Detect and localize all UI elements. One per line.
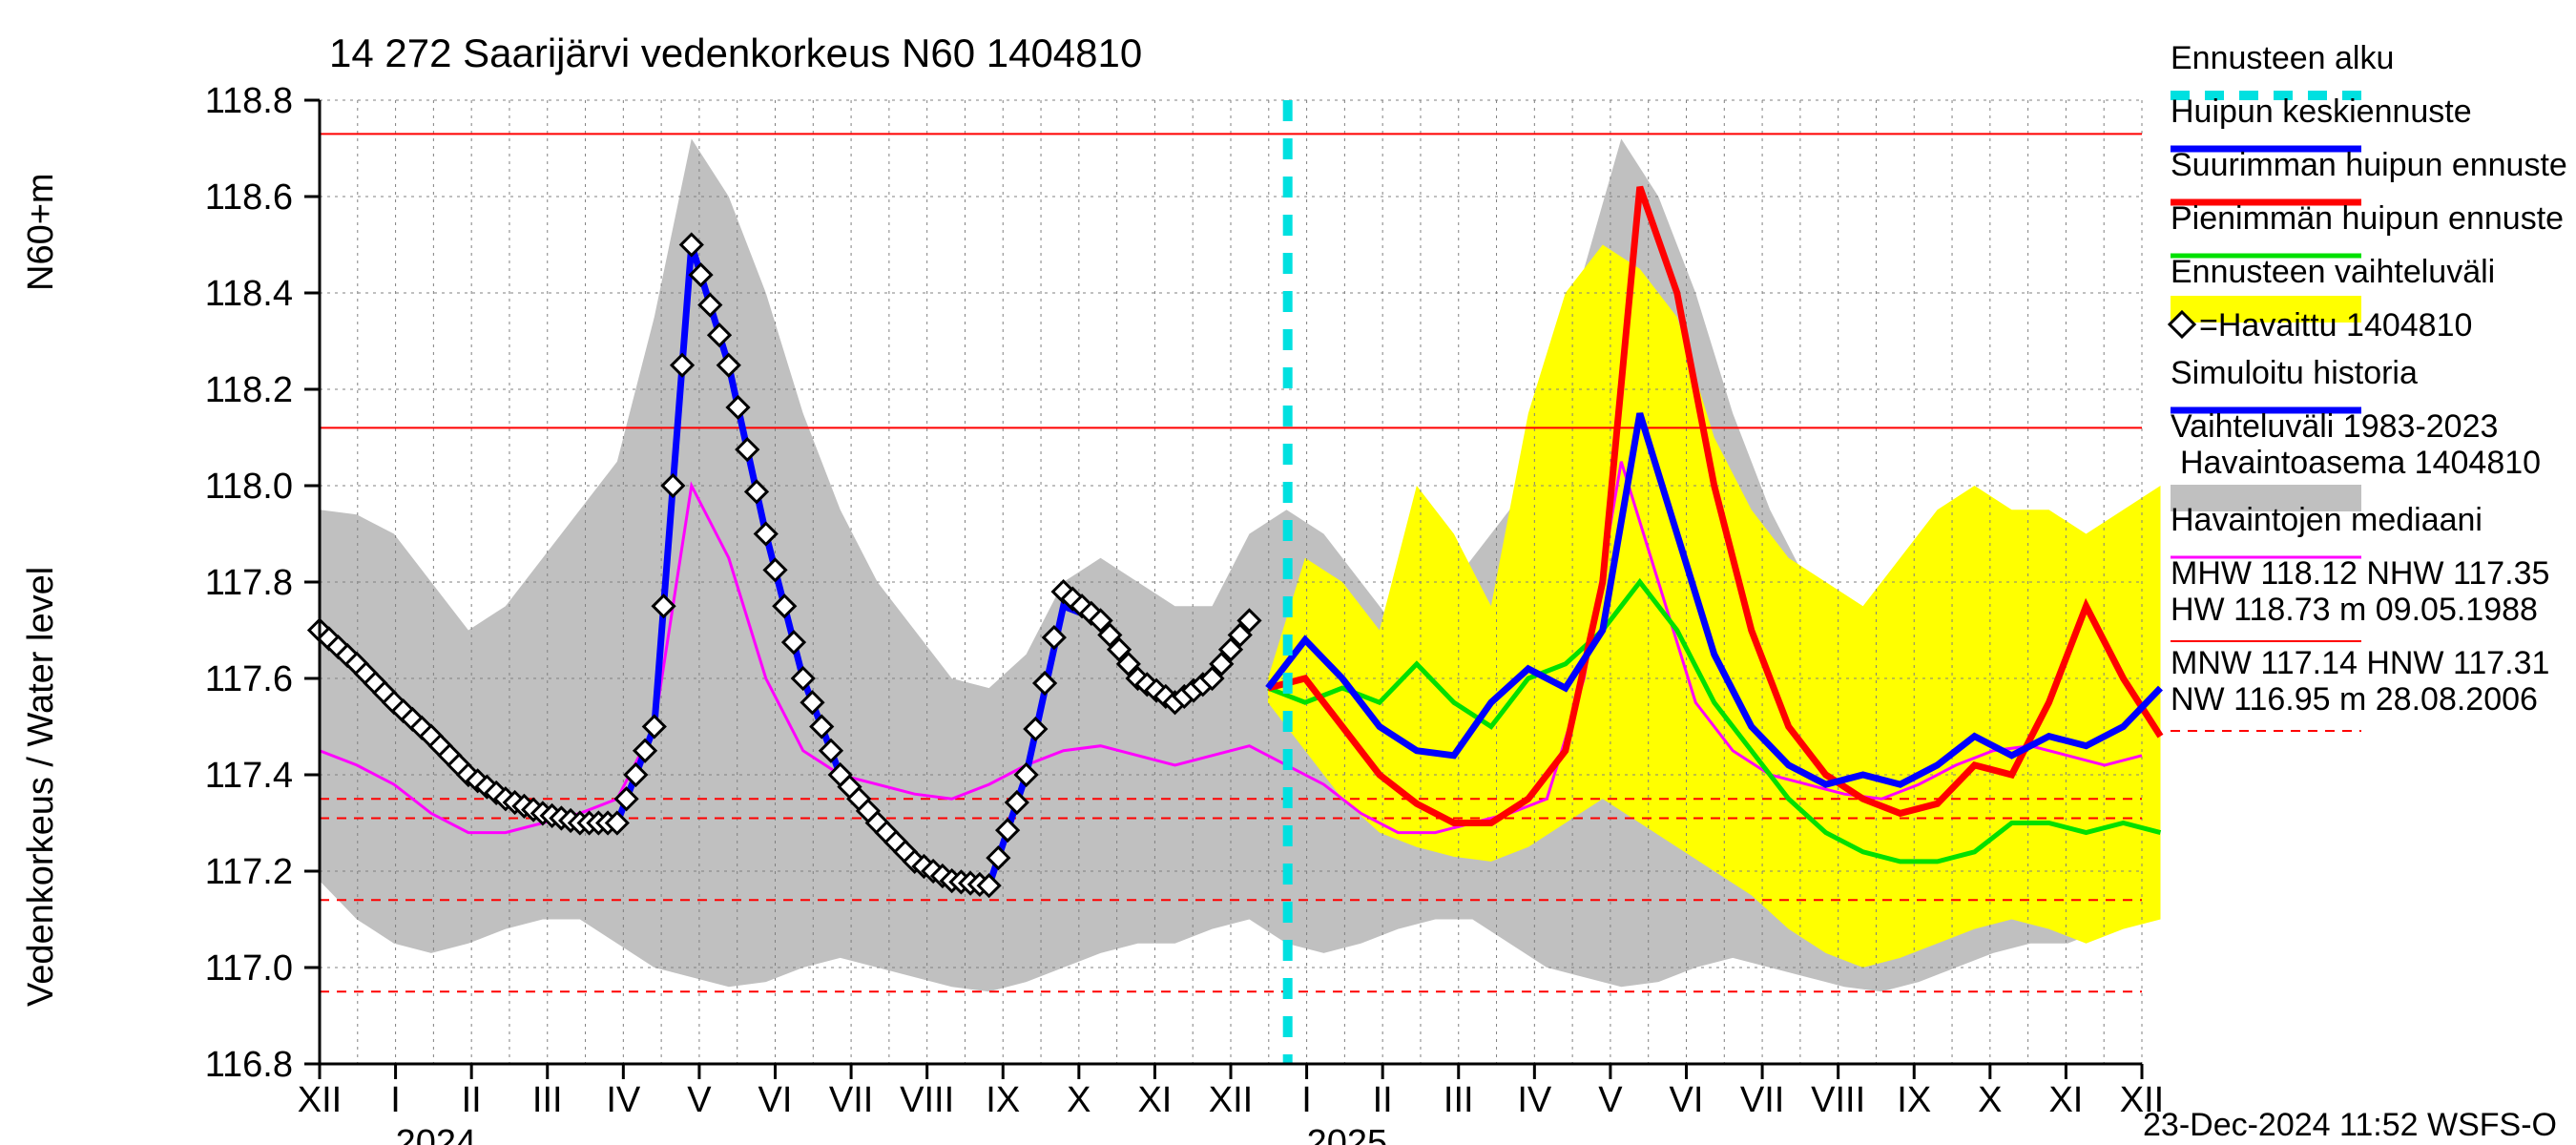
legend-label: Simuloitu historia <box>2171 355 2418 391</box>
y-tick-label: 117.8 <box>205 563 293 603</box>
legend-label: Havaintojen mediaani <box>2171 502 2483 538</box>
legend-sublabel: Havaintoasema 1404810 <box>2180 445 2541 481</box>
legend-label: Suurimman huipun ennuste <box>2171 147 2567 183</box>
y-tick-label: 117.6 <box>205 659 293 699</box>
legend-label: Pienimmän huipun ennuste <box>2171 200 2564 237</box>
x-year-label: 2024 <box>396 1123 477 1145</box>
x-tick-label: III <box>532 1080 563 1120</box>
chart-container: 116.8 117.0 117.2 117.4 117.6 117.8 118.0 118.2… <box>0 0 2576 1145</box>
y-tick-label: 118.4 <box>205 274 293 314</box>
y-axis-label-left: Vedenkorkeus / Water level <box>21 567 61 1007</box>
legend-label: Huipun keskiennuste <box>2171 94 2472 130</box>
x-tick-label: IV <box>606 1080 641 1120</box>
legend-label: Vaihteluväli 1983-2023 <box>2171 408 2498 445</box>
x-tick-label: VII <box>1740 1080 1784 1120</box>
x-tick-label: VIII <box>1811 1080 1865 1120</box>
y-tick-label: 117.2 <box>205 852 293 892</box>
x-tick-label: III <box>1444 1080 1474 1120</box>
x-tick-label: IV <box>1517 1080 1552 1120</box>
legend-label: Ennusteen alku <box>2171 40 2394 76</box>
y-tick-label: 118.6 <box>205 177 293 218</box>
legend-label: MNW 117.14 HNW 117.31 <box>2171 645 2549 681</box>
water-level-chart: 116.8 117.0 117.2 117.4 117.6 117.8 118.0 118.2… <box>0 0 2576 1145</box>
x-tick-label: V <box>687 1080 712 1120</box>
x-tick-label: IX <box>1897 1080 1931 1120</box>
y-axis-label-right: N60+m <box>21 173 61 291</box>
x-year-label: 2025 <box>1307 1123 1388 1145</box>
x-tick-label: II <box>1373 1080 1393 1120</box>
legend-label: NW 116.95 m 28.08.2006 <box>2171 681 2538 718</box>
x-tick-label: I <box>390 1080 401 1120</box>
y-tick-label: 116.8 <box>205 1045 293 1085</box>
x-tick-label: XII <box>298 1080 342 1120</box>
legend-label: Ennusteen vaihteluväli <box>2171 254 2495 290</box>
x-tick-label: IX <box>986 1080 1020 1120</box>
legend-label: =Havaittu 1404810 <box>2199 307 2472 344</box>
y-tick-label: 118.2 <box>205 370 293 410</box>
x-tick-label: X <box>1978 1080 2002 1120</box>
x-tick-label: VI <box>758 1080 793 1120</box>
x-tick-label: XII <box>1209 1080 1253 1120</box>
chart-title: 14 272 Saarijärvi vedenkorkeus N60 14048… <box>329 31 1142 75</box>
x-tick-label: VII <box>829 1080 873 1120</box>
x-tick-label: VIII <box>900 1080 954 1120</box>
legend-label: HW 118.73 m 09.05.1988 <box>2171 592 2538 628</box>
y-tick-label: 118.8 <box>205 81 293 121</box>
y-tick-label: 117.0 <box>205 948 293 989</box>
x-tick-label: VI <box>1670 1080 1704 1120</box>
legend-label: MHW 118.12 NHW 117.35 <box>2171 555 2549 592</box>
x-tick-label: XI <box>1137 1080 1172 1120</box>
x-tick-label: V <box>1598 1080 1623 1120</box>
x-tick-label: II <box>462 1080 482 1120</box>
y-tick-label: 118.0 <box>205 467 293 507</box>
x-tick-label: I <box>1301 1080 1312 1120</box>
footer-timestamp: 23-Dec-2024 11:52 WSFS-O <box>2143 1107 2557 1143</box>
x-tick-label: XI <box>2048 1080 2083 1120</box>
x-tick-label: X <box>1067 1080 1091 1120</box>
y-tick-label: 117.4 <box>205 756 293 796</box>
